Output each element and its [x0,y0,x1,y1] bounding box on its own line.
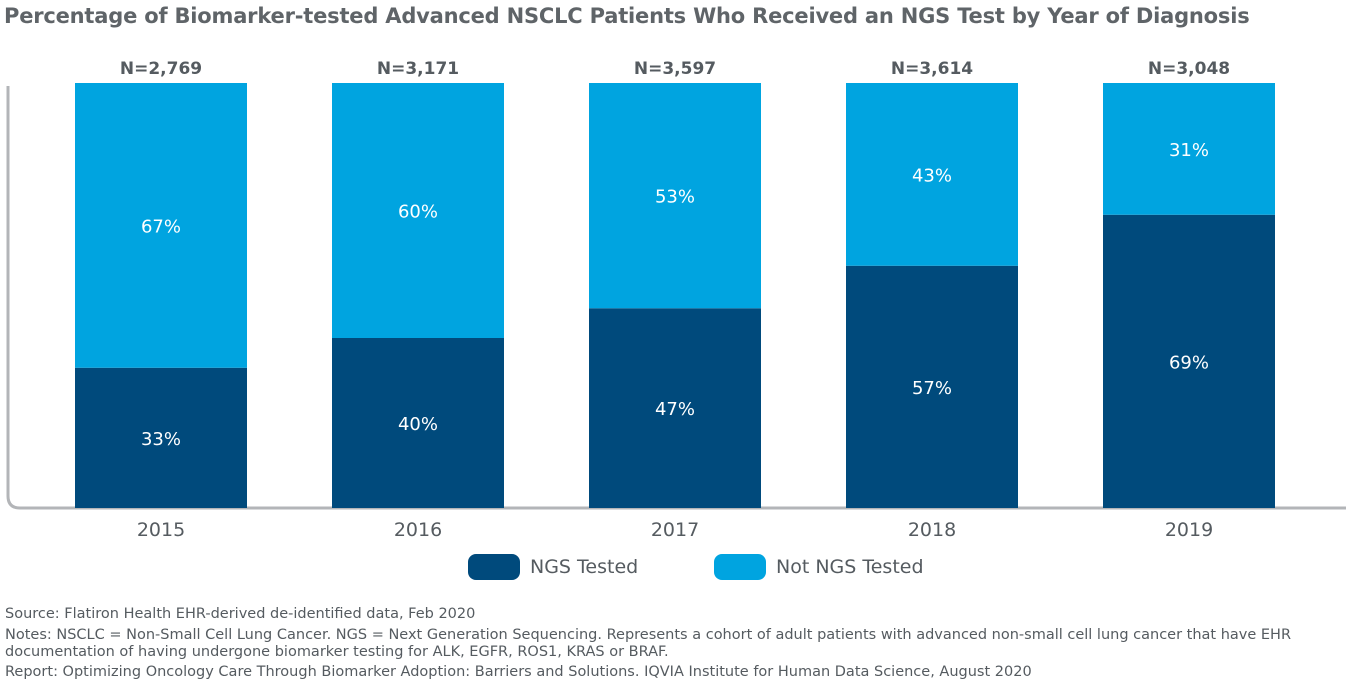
stacked-bar-chart: 33% 67% N=2,769 2015 40% 60% N=3,171 2016 47% 53%… [6,59,1346,541]
bar-not-ngs-tested-2015 [75,83,247,368]
x-tick-label-2018: 2018 [908,519,956,541]
sample-size-label-2016: N=3,171 [377,59,459,79]
bar-ngs-tested-2018 [846,265,1018,508]
legend-swatch-not-ngs-tested [714,554,766,580]
data-label-not-ngs-tested-2019: 31% [1169,140,1209,161]
legend-label-not-ngs-tested: Not NGS Tested [776,556,924,578]
bar-not-ngs-tested-2019 [1103,83,1275,215]
data-label-ngs-tested-2016: 40% [398,414,438,435]
footnotes: Source: Flatiron Health EHR-derived de-i… [5,606,1347,685]
bar-ngs-tested-2016 [332,338,504,508]
bar-ngs-tested-2017 [589,308,761,508]
legend-label-ngs-tested: NGS Tested [530,556,639,578]
bar-not-ngs-tested-2018 [846,83,1018,266]
data-label-not-ngs-tested-2017: 53% [655,187,695,208]
data-label-ngs-tested-2019: 69% [1169,352,1209,373]
x-tick-label-2015: 2015 [137,519,185,541]
data-label-ngs-tested-2015: 33% [141,429,181,450]
data-label-ngs-tested-2017: 47% [655,399,695,420]
sample-size-label-2019: N=3,048 [1148,59,1230,79]
legend-item-ngs-tested: NGS Tested [468,553,638,581]
sample-size-label-2017: N=3,597 [634,59,716,79]
source-note: Source: Flatiron Health EHR-derived de-i… [5,606,476,622]
sample-size-label-2015: N=2,769 [120,59,202,79]
data-label-not-ngs-tested-2018: 43% [912,165,952,186]
legend-item-not-ngs-tested: Not NGS Tested [714,553,924,581]
notes-text: Notes: NSCLC = Non-Small Cell Lung Cance… [5,627,1292,660]
bar-ngs-tested-2015 [75,367,247,508]
chart-title: Percentage of Biomarker-tested Advanced … [4,4,1250,28]
report-note: Report: Optimizing Oncology Care Through… [5,664,1032,680]
data-label-not-ngs-tested-2016: 60% [398,202,438,223]
sample-size-label-2018: N=3,614 [891,59,973,79]
data-label-ngs-tested-2018: 57% [912,378,952,399]
bar-ngs-tested-2019 [1103,214,1275,508]
x-tick-label-2017: 2017 [651,519,699,541]
legend: NGS Tested Not NGS Tested [0,553,1352,581]
axis-line [6,86,1346,510]
legend-swatch-ngs-tested [468,554,520,580]
data-label-not-ngs-tested-2015: 67% [141,216,181,237]
bar-not-ngs-tested-2016 [332,83,504,338]
x-tick-label-2016: 2016 [394,519,442,541]
x-tick-label-2019: 2019 [1165,519,1213,541]
bar-not-ngs-tested-2017 [589,83,761,309]
